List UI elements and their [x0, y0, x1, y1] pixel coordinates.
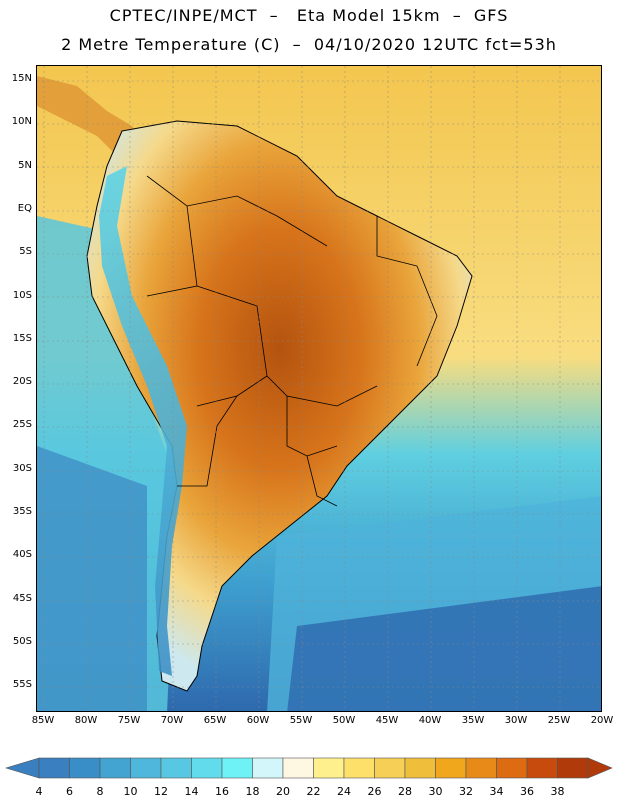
lon-label: 50W [332, 715, 356, 726]
colorbar-tick-label: 22 [306, 785, 321, 798]
colorbar-tick-label: 4 [35, 785, 43, 798]
lat-label: 10N [11, 116, 32, 128]
lat-label: 45S [12, 592, 32, 604]
lat-label: 35S [12, 506, 32, 517]
colorbar-swatch [191, 757, 223, 779]
lat-label: 15S [12, 332, 32, 344]
atlantic-cold-band [287, 586, 601, 711]
lon-label: 80W [74, 715, 98, 726]
colorbar-tick-label: 26 [367, 785, 382, 798]
lon-label: 30W [504, 715, 528, 726]
colorbar-tick-label: 12 [154, 785, 168, 798]
colorbar-swatch [404, 757, 436, 779]
colorbar-arrow-high [587, 757, 613, 779]
lat-label: 25S [12, 419, 32, 431]
graticule [37, 66, 601, 711]
colorbar-swatch [38, 757, 70, 779]
lon-label: 85W [31, 715, 55, 726]
andes-cold-strip [99, 166, 187, 676]
colorbar-arrow-low [4, 757, 40, 779]
temperature-colorbar [4, 757, 613, 779]
lon-label: 45W [375, 715, 399, 726]
colorbar-tick-label: 10 [123, 785, 138, 798]
lat-label: 20S [12, 376, 32, 388]
colorbar-tick-label: 8 [96, 785, 104, 798]
lat-label: EQ [17, 202, 32, 214]
temperature-map [36, 65, 602, 712]
lon-label: 75W [117, 715, 141, 726]
chart-title-line-1: CPTEC/INPE/MCT – Eta Model 15km – GFS [109, 6, 509, 25]
colorbar-tick-label: 38 [550, 785, 565, 798]
colorbar-swatch [99, 757, 131, 779]
colorbar-swatch [526, 757, 558, 779]
lat-label: 5N [18, 159, 32, 171]
lat-label: 40S [12, 549, 32, 561]
colorbar-swatch [465, 757, 497, 779]
chart-title-line-2: 2 Metre Temperature (C) – 04/10/2020 12U… [61, 35, 557, 54]
lat-label: 50S [12, 635, 32, 647]
lon-label: 70W [160, 715, 184, 726]
colorbar-swatch [252, 757, 284, 779]
lon-label: 55W [289, 715, 313, 726]
colorbar-tick-label: 16 [215, 785, 229, 798]
lat-label: 15N [11, 73, 32, 84]
temperature-map-canvas [37, 66, 601, 711]
lat-label: 5S [19, 246, 32, 258]
colorbar-tick-label: 14 [184, 785, 199, 798]
colorbar-tick-label: 30 [428, 785, 443, 798]
colorbar-swatch [343, 757, 375, 779]
colorbar-tick-label: 34 [489, 785, 504, 798]
colorbar-swatch [374, 757, 406, 779]
colorbar-tick-label: 36 [520, 785, 534, 798]
country-borders [146, 175, 438, 507]
colorbar-swatch [557, 757, 589, 779]
colorbar-swatch [282, 757, 314, 779]
colorbar-tick-label: 32 [459, 785, 473, 798]
lon-label: 40W [418, 715, 442, 726]
lat-label: 10S [12, 289, 32, 301]
south-america-land [86, 120, 473, 692]
lat-label: 55S [12, 679, 32, 691]
colorbar-swatch [221, 757, 253, 779]
colorbar-swatch [130, 757, 162, 779]
colorbar-tick-label: 20 [276, 785, 290, 798]
colorbar-tick-label: 28 [398, 785, 412, 798]
colorbar-swatch [313, 757, 345, 779]
lon-label: 20W [590, 715, 614, 726]
colorbar-swatch [160, 757, 192, 779]
lat-label: 30S [12, 462, 32, 474]
lon-label: 65W [203, 715, 227, 726]
colorbar-tick-label: 24 [337, 785, 351, 798]
colorbar-swatch [69, 757, 101, 779]
lon-label: 35W [461, 715, 485, 726]
lon-label: 25W [547, 715, 571, 726]
colorbar-swatch [435, 757, 467, 779]
lon-label: 60W [246, 715, 270, 726]
pacific-cold-band [37, 446, 147, 711]
colorbar-swatch [496, 757, 528, 779]
colorbar-tick-label: 18 [245, 785, 260, 798]
colorbar-tick-label: 6 [66, 785, 73, 798]
